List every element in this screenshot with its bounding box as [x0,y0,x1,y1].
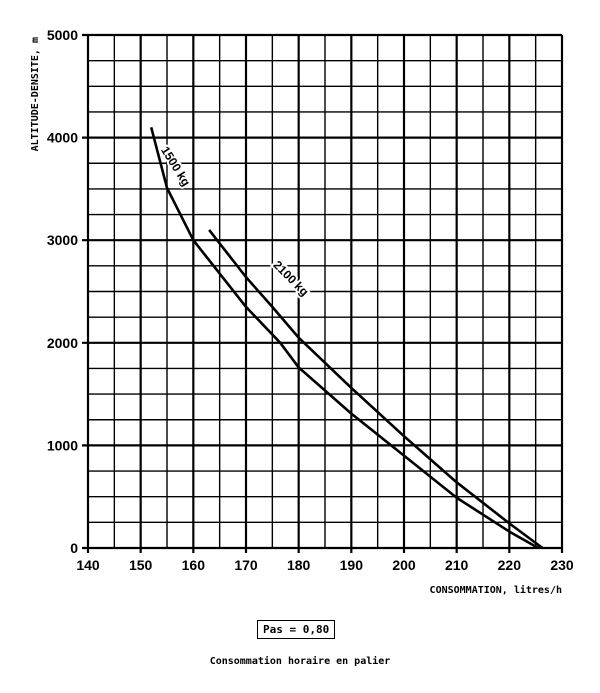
y-tick-label: 1000 [47,437,78,453]
y-tick-label: 4000 [47,130,78,146]
series-label: 1500 kg [158,144,193,189]
x-tick-label: 160 [182,557,206,573]
x-tick-label: 230 [550,557,574,573]
x-tick-label: 190 [340,557,364,573]
x-tick-label: 180 [287,557,311,573]
x-tick-label: 220 [498,557,522,573]
x-tick-label: 140 [76,557,100,573]
y-tick-label: 2000 [47,335,78,351]
series-label: 2100 kg [270,258,311,299]
x-tick-label: 150 [129,557,153,573]
x-axis-label: CONSOMMATION, litres/h [430,584,562,596]
chart-title: Consommation horaire en palier [209,656,391,667]
x-tick-label: 170 [234,557,258,573]
x-tick-label: 210 [445,557,469,573]
y-tick-label: 3000 [47,232,78,248]
y-tick-label: 5000 [47,27,78,43]
series-line [208,229,544,550]
y-axis-label: ALTITUDE-DENSITE, m [30,37,41,151]
annotation-box: Pas = 0,80 [257,620,336,639]
series-line [149,127,539,550]
x-tick-label: 200 [392,557,416,573]
y-tick-label: 0 [70,540,78,556]
